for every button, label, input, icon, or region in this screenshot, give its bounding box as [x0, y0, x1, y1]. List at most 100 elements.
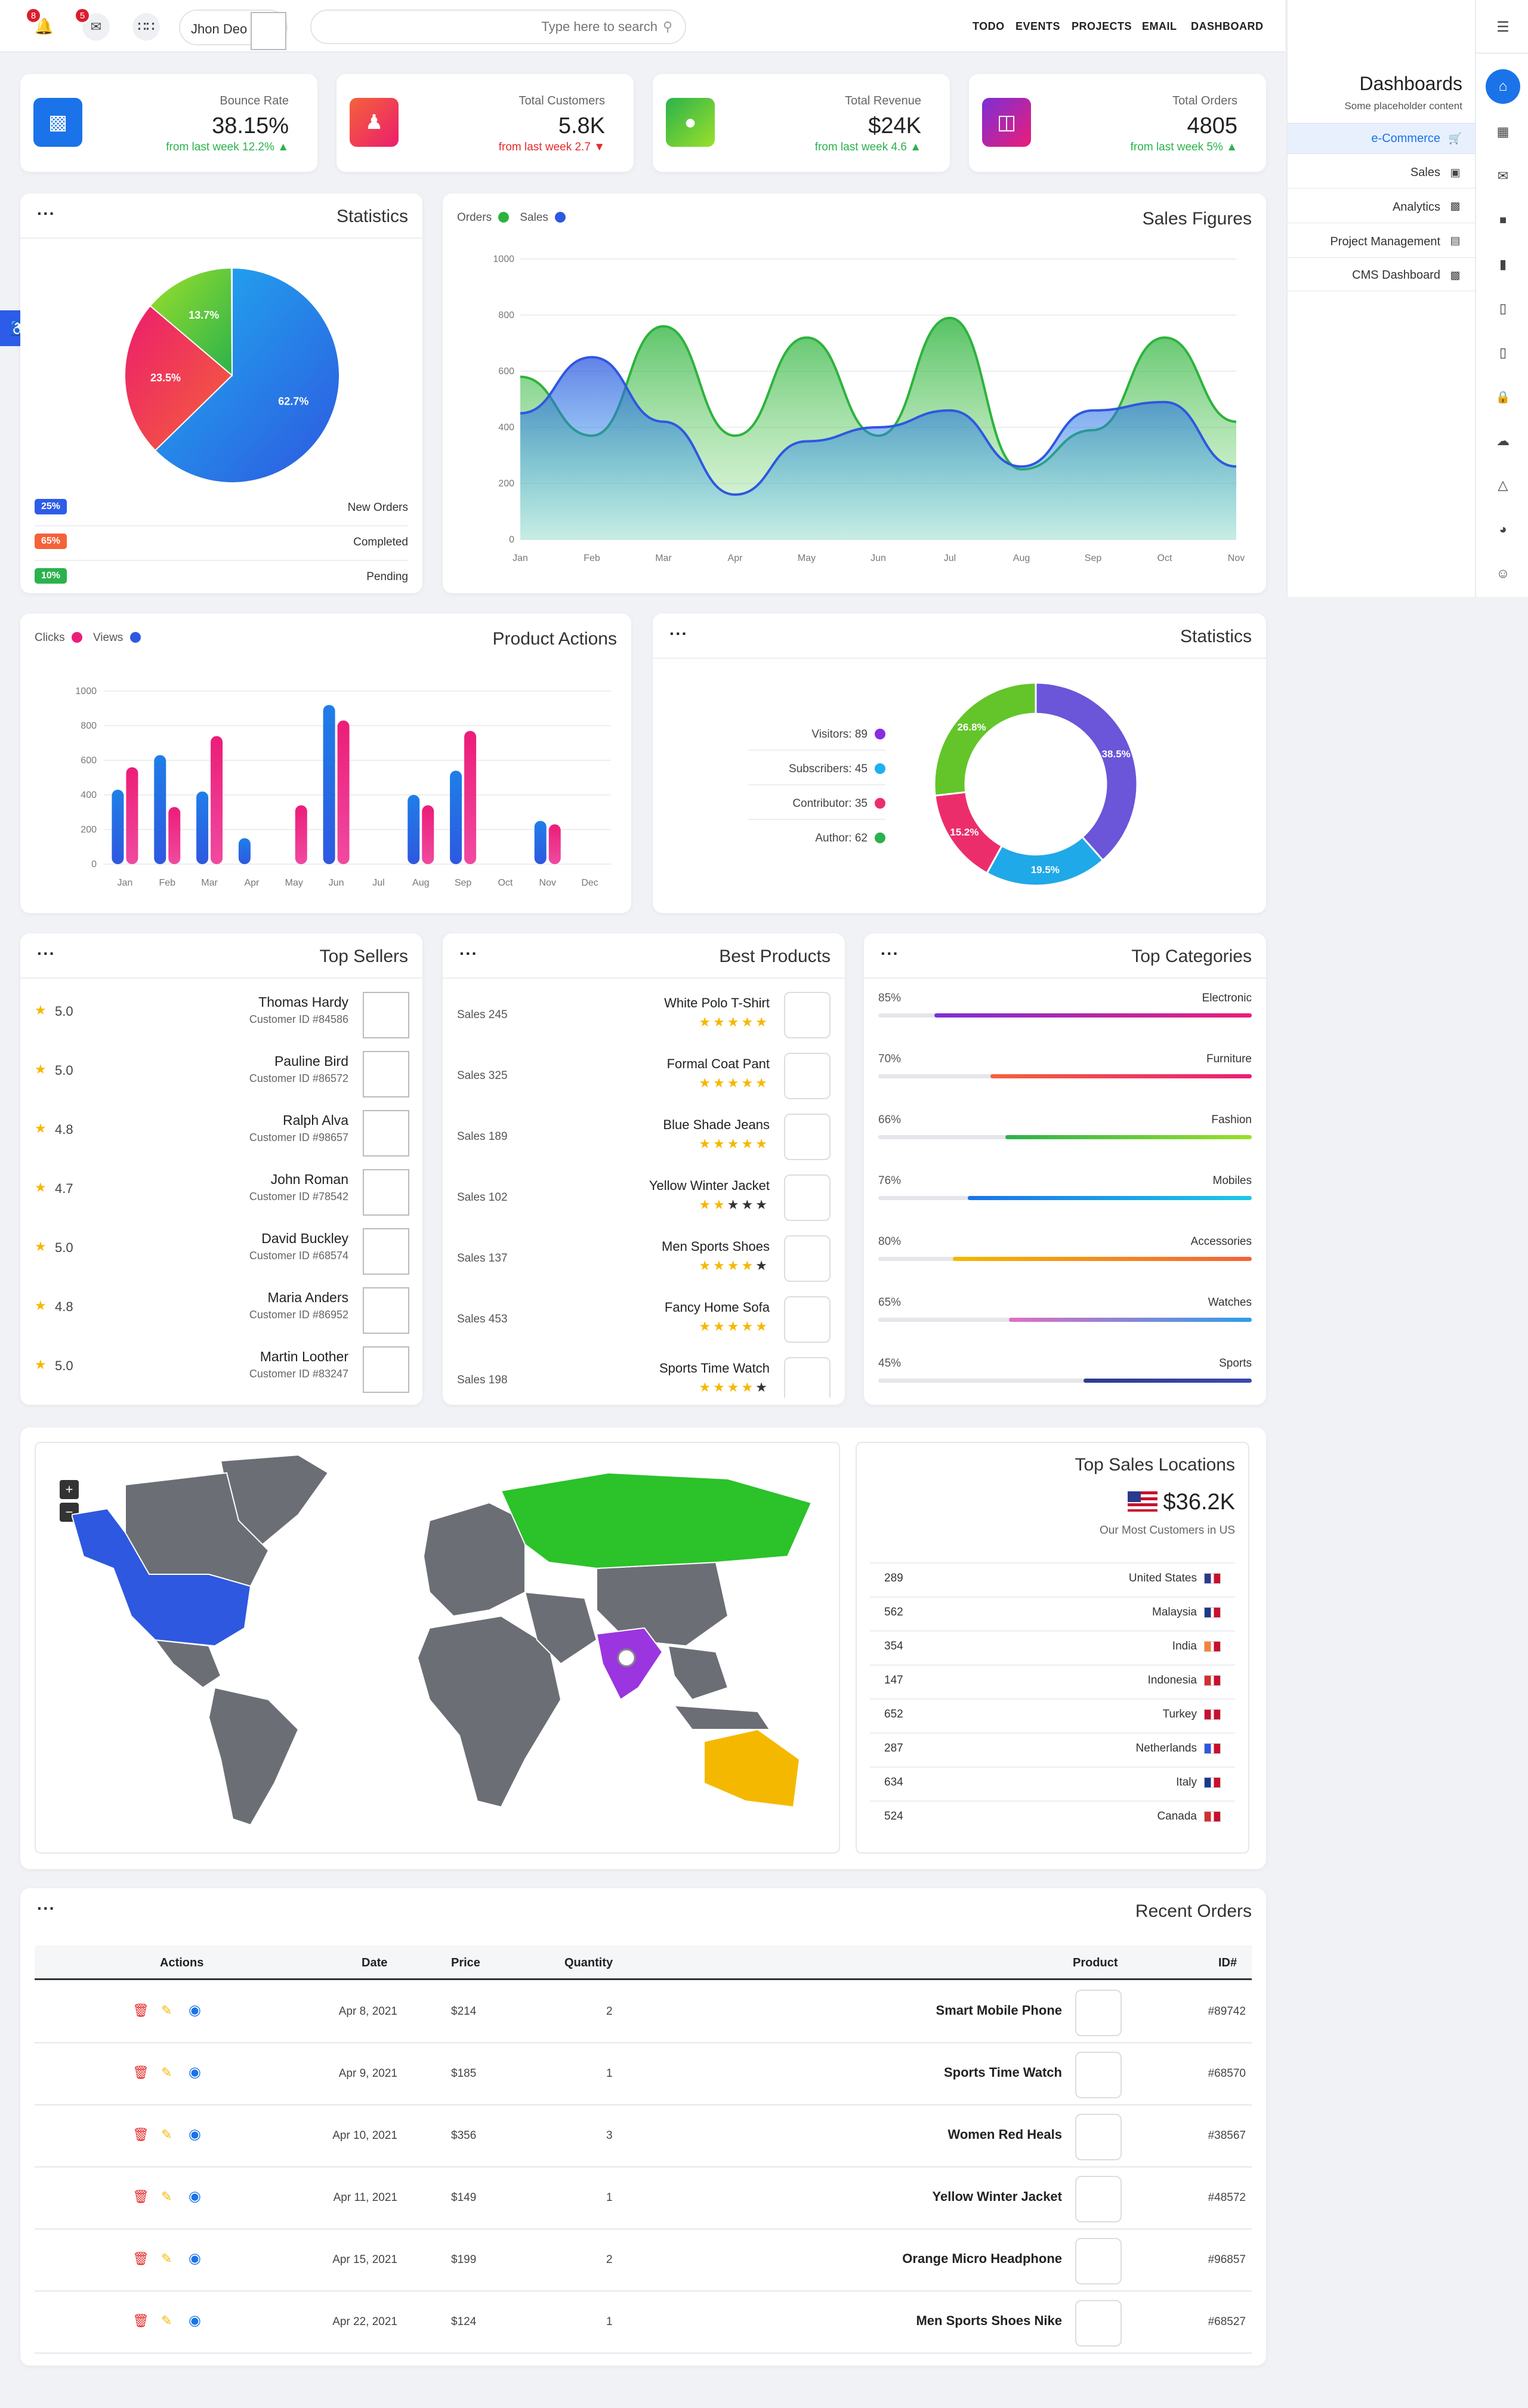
- view-icon[interactable]: ◉: [189, 2002, 201, 2018]
- home-icon[interactable]: ⌂: [1486, 69, 1520, 104]
- sidebar-item-analytics[interactable]: Analytics ▩: [1288, 190, 1476, 223]
- delete-icon[interactable]: 🗑: [132, 2065, 149, 2080]
- table-row[interactable]: 🗑 ✎ ◉ Apr 15, 2021 $199 2 Orange Micro Headpho…: [35, 2230, 1252, 2292]
- x-tick-label: Apr: [244, 878, 260, 888]
- nav-todo[interactable]: TODO: [973, 20, 1005, 32]
- view-icon[interactable]: ◉: [189, 2064, 201, 2080]
- more-options-icon[interactable]: ···: [37, 944, 55, 963]
- x-tick-label: Jun: [871, 553, 886, 563]
- more-options-icon[interactable]: ···: [37, 1899, 55, 1917]
- sidebar-item-label: CMS Dashboard: [1352, 269, 1440, 282]
- sidebar-item-ecommerce[interactable]: e-Commerce 🛒: [1288, 123, 1476, 154]
- x-tick-label: Jul: [372, 878, 384, 888]
- delete-icon[interactable]: 🗑: [132, 2313, 149, 2328]
- card-title: Sales Figures: [1142, 209, 1252, 229]
- product-name: Fancy Home Sofa: [664, 1300, 770, 1315]
- us-flag-icon: [1127, 1491, 1157, 1512]
- category-percent: 80%: [878, 1235, 902, 1248]
- apps-grid-icon[interactable]: ∷∷: [132, 13, 160, 41]
- grid-icon[interactable]: ▦: [1496, 124, 1510, 139]
- delete-icon[interactable]: 🗑: [132, 2003, 149, 2018]
- view-icon[interactable]: ◉: [189, 2126, 201, 2142]
- view-icon[interactable]: ◉: [189, 2313, 201, 2329]
- star-icon: ★: [741, 1197, 756, 1212]
- briefcase-icon[interactable]: ■: [1499, 213, 1507, 227]
- card-title: Statistics: [336, 206, 408, 226]
- donut-slice-label: 38.5%: [1102, 748, 1131, 760]
- file-icon[interactable]: ▯: [1499, 345, 1507, 360]
- bar-clicks: [211, 736, 223, 864]
- table-row[interactable]: 🗑 ✎ ◉ Apr 8, 2021 $214 2 Smart Mobile Phone #89…: [35, 1981, 1252, 2043]
- search-box[interactable]: ⚲: [310, 10, 686, 44]
- nav-dashboard[interactable]: DASHBOARD: [1191, 20, 1264, 32]
- product-actions-card: Clicks Views Product Actions 0 200 400 600 8…: [20, 613, 631, 913]
- bar-views: [238, 838, 251, 864]
- seller-customer-id: Customer ID #98657: [249, 1131, 348, 1143]
- product-sales: Sales 189: [457, 1130, 508, 1143]
- edit-icon[interactable]: ✎: [161, 2251, 172, 2266]
- edit-icon[interactable]: ✎: [161, 2065, 172, 2080]
- legend-dot-icon: [129, 632, 141, 643]
- product-thumbnail: [784, 1357, 831, 1398]
- sidebar-item-sales[interactable]: Sales ▣: [1288, 156, 1476, 189]
- sidebar-item-cms-dashboard[interactable]: CMS Dashboard ▩: [1288, 259, 1476, 291]
- table-row[interactable]: 🗑 ✎ ◉ Apr 22, 2021 $124 1 Men Sports Shoes Nik…: [35, 2292, 1252, 2354]
- seller-customer-id: Customer ID #86952: [249, 1309, 348, 1321]
- nav-projects[interactable]: PROJECTS: [1072, 20, 1132, 32]
- edit-icon[interactable]: ✎: [161, 2003, 172, 2018]
- messenger-count-badge: 5: [74, 7, 91, 24]
- search-icon[interactable]: ⚲: [662, 19, 673, 34]
- seller-name: Thomas Hardy: [258, 994, 348, 1010]
- locations-subtitle: Our Most Customers in US: [1100, 1524, 1235, 1537]
- more-options-icon[interactable]: ···: [881, 944, 899, 963]
- sidebar-title: Dashboards: [1359, 73, 1462, 94]
- bar-clicks: [337, 720, 350, 864]
- pie-chart-icon[interactable]: ◕: [1499, 522, 1507, 537]
- edit-icon[interactable]: ✎: [161, 2127, 172, 2142]
- document-icon[interactable]: ▯: [1499, 301, 1507, 316]
- lock-icon[interactable]: 🔒: [1495, 390, 1511, 404]
- table-row[interactable]: 🗑 ✎ ◉ Apr 11, 2021 $149 1 Yellow Winter Jacket…: [35, 2167, 1252, 2230]
- netherlands-flag-icon: [1204, 1743, 1221, 1754]
- delete-icon[interactable]: 🗑: [132, 2251, 149, 2266]
- view-icon[interactable]: ◉: [189, 2250, 201, 2267]
- category-label: Fashion: [1211, 1114, 1252, 1126]
- hamburger-menu-icon[interactable]: ☰: [1496, 19, 1510, 35]
- star-icon: ★: [727, 1380, 742, 1395]
- locations-title: Top Sales Locations: [1075, 1455, 1235, 1475]
- stat-label: Total Revenue: [845, 94, 921, 107]
- map-zoom-in-button[interactable]: +: [60, 1480, 79, 1499]
- order-id: #38567: [1208, 2129, 1246, 2142]
- view-icon[interactable]: ◉: [189, 2188, 201, 2204]
- table-row[interactable]: 🗑 ✎ ◉ Apr 10, 2021 $356 3 Women Red Heals #3856…: [35, 2105, 1252, 2167]
- category-percent: 85%: [878, 992, 902, 1004]
- star-icon: ★: [713, 1319, 727, 1334]
- stat-value: 5.8K: [558, 113, 605, 138]
- flask-icon[interactable]: △: [1498, 477, 1508, 492]
- bookmark-icon[interactable]: ▮: [1499, 257, 1507, 272]
- nav-email[interactable]: EMAIL: [1142, 20, 1177, 32]
- more-options-icon[interactable]: ···: [37, 204, 55, 223]
- user-menu[interactable]: Jhon Deo: [179, 10, 288, 50]
- x-tick-label: May: [798, 553, 816, 563]
- sidebar-item-project-management[interactable]: Project Management ▤: [1288, 224, 1476, 258]
- legend-dot-icon: [555, 212, 566, 223]
- search-input[interactable]: [323, 17, 657, 37]
- more-options-icon[interactable]: ···: [669, 624, 688, 643]
- nav-events[interactable]: EVENTS: [1015, 20, 1061, 32]
- australia-highlight: [703, 1728, 801, 1808]
- envelope-icon[interactable]: ✉: [1497, 168, 1509, 183]
- edit-icon[interactable]: ✎: [161, 2313, 172, 2328]
- arrow-up-icon: ▲: [1226, 141, 1237, 153]
- delete-icon[interactable]: 🗑: [132, 2189, 149, 2204]
- table-row[interactable]: 🗑 ✎ ◉ Apr 9, 2021 $185 1 Sports Time Watch #685…: [35, 2043, 1252, 2105]
- star-icon: ★: [713, 1380, 727, 1395]
- cloud-icon[interactable]: ☁: [1496, 433, 1510, 448]
- product-name: Blue Shade Jeans: [663, 1117, 770, 1132]
- delete-icon[interactable]: 🗑: [132, 2127, 149, 2142]
- edit-icon[interactable]: ✎: [161, 2189, 172, 2204]
- more-options-icon[interactable]: ···: [459, 944, 478, 963]
- user-icon[interactable]: ☺: [1496, 566, 1510, 581]
- category-label: Furniture: [1206, 1053, 1252, 1065]
- order-product-thumbnail: [1075, 2052, 1122, 2098]
